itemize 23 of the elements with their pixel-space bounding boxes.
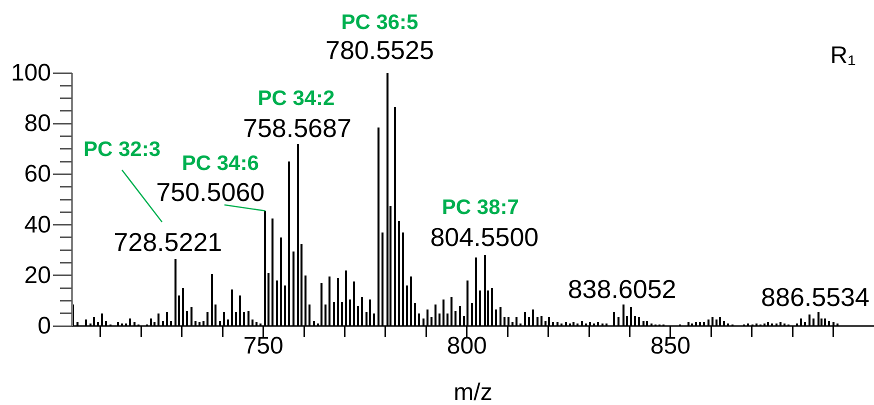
annotation: 838.6052: [568, 274, 676, 304]
x-tick-label: 800: [446, 332, 487, 360]
annotation: PC 32:3: [83, 138, 161, 160]
annotation: 886.5534: [761, 282, 870, 312]
x-tick-label: 850: [650, 332, 690, 360]
y-tick-label: 60: [24, 160, 51, 188]
annotation: 728.5221: [114, 226, 222, 257]
annotation: PC 34:6: [182, 151, 259, 174]
annotation: 780.5525: [325, 35, 434, 65]
x-axis-title: m/z: [454, 379, 492, 405]
y-tick-label: 80: [24, 110, 51, 138]
annotation: 758.5687: [242, 112, 352, 143]
annotation: 804.5500: [430, 222, 539, 252]
y-tick-label: 40: [24, 211, 51, 238]
annotation: PC 38:7: [442, 196, 519, 219]
x-tick-label: 750: [243, 332, 284, 360]
text: R₁: [830, 42, 856, 68]
y-tick-label: 0: [38, 312, 51, 340]
y-tick-label: 20: [24, 262, 51, 289]
annotation: 750.5060: [156, 176, 265, 207]
annotation: PC 34:2: [258, 86, 335, 110]
annotation: PC 36:5: [341, 10, 419, 34]
y-tick-label: 100: [10, 60, 51, 86]
